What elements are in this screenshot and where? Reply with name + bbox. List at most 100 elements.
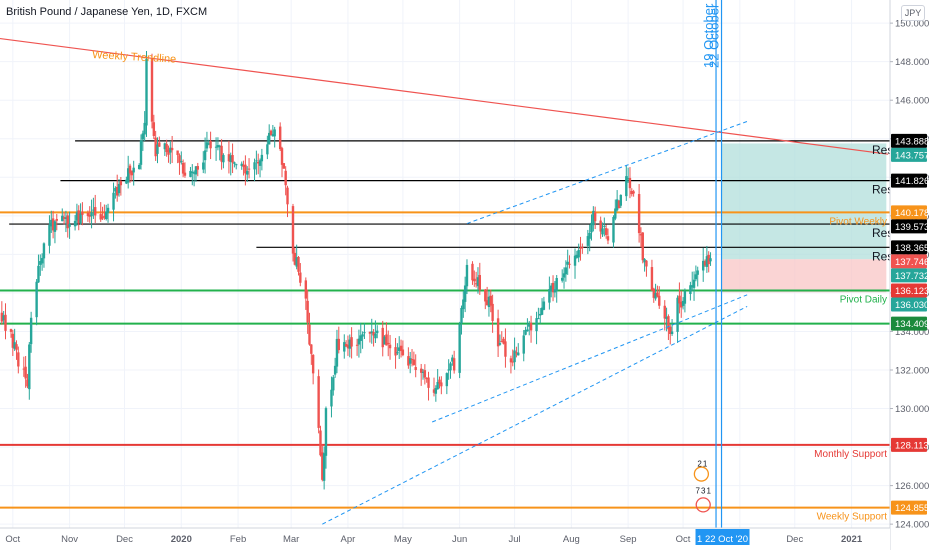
candle-body — [205, 142, 209, 149]
candle-body — [637, 194, 641, 234]
candle-body — [522, 335, 525, 354]
symbol-title: British Pound / Japanese Yen, 1D, FXCM — [6, 6, 208, 18]
price-tag-label: 143.888 — [895, 136, 929, 147]
candle-body — [419, 368, 423, 373]
drawn-lines[interactable] — [0, 37, 889, 525]
candle-body — [484, 289, 487, 302]
price-tick-label: 146.000 — [895, 96, 929, 107]
candle-body — [222, 155, 225, 163]
candle-body — [500, 341, 503, 343]
candle-body — [603, 225, 606, 227]
candle-body — [257, 162, 260, 164]
candle-body — [26, 379, 29, 387]
candle-body — [180, 161, 183, 163]
candle-body — [665, 316, 668, 319]
candle-body — [487, 296, 491, 308]
candle-body — [156, 144, 159, 154]
candle-body — [606, 236, 610, 241]
candle-body — [581, 247, 584, 249]
candle-body — [670, 331, 674, 335]
loss-zone — [721, 259, 887, 293]
candle-body — [15, 344, 18, 350]
time-tick-label: Aug — [563, 534, 580, 545]
candle-body — [77, 210, 80, 224]
candle-body — [447, 369, 450, 371]
candle-body — [645, 260, 648, 267]
candle-body — [64, 217, 68, 219]
candle-body — [293, 252, 297, 265]
candle-body — [707, 254, 710, 265]
pivot-daily-label: Pivot Daily — [840, 295, 887, 306]
currency-button[interactable]: JPY — [901, 5, 925, 21]
candle-body — [537, 318, 540, 320]
candle-body — [458, 324, 461, 373]
time-tick-label: May — [394, 534, 412, 545]
candle-body — [694, 274, 698, 280]
candle-body — [152, 122, 156, 137]
candle-body — [112, 192, 115, 210]
time-tick-label: Dec — [116, 534, 133, 545]
candle-body — [564, 267, 568, 275]
candle-body — [75, 212, 79, 221]
price-tags: 143.888 143.757 141.826 140.178 139.573 138.3… — [891, 133, 929, 515]
candle-body — [192, 172, 196, 174]
candle-body — [551, 282, 555, 293]
candle-body — [125, 179, 128, 184]
candle-body — [575, 254, 579, 258]
price-tag-box — [891, 173, 927, 188]
candle-body — [676, 297, 679, 332]
candle-body — [17, 352, 20, 367]
channel-line — [431, 294, 748, 423]
candle-body — [141, 133, 145, 140]
weekly-trendline-label: Weekly Trendline — [92, 49, 177, 66]
candle-body — [502, 338, 505, 344]
candle-body — [28, 344, 31, 390]
candle-body — [414, 367, 417, 370]
event-marker-count: 3 — [701, 486, 706, 495]
price-tag-box — [891, 500, 927, 515]
candle-body — [529, 322, 533, 331]
time-tick-label: Jul — [509, 534, 521, 545]
candle-body — [333, 365, 337, 375]
event-label: 22 October — [707, 3, 722, 68]
candle-body — [626, 178, 630, 180]
candle-body — [154, 137, 157, 157]
candle-body — [158, 142, 161, 147]
horizontal-levels[interactable] — [0, 140, 890, 509]
time-axis[interactable]: Oct Nov Dec 2020 Feb Mar Apr May Jun Jul Aug Sep Oct… — [0, 527, 890, 550]
candle-body — [639, 234, 643, 236]
position-tool[interactable] — [721, 143, 887, 293]
candle-body — [361, 334, 364, 337]
candle-body — [568, 263, 571, 265]
time-tick-label: Nov — [61, 534, 78, 545]
candle-body — [231, 155, 234, 163]
candle-body — [317, 376, 320, 428]
candle-body — [0, 312, 4, 322]
price-tag-box — [891, 268, 927, 283]
candle-body — [491, 303, 494, 321]
event-markers[interactable]: 2 17 3 1 — [693, 459, 711, 513]
candle-body — [504, 341, 507, 357]
candle-body — [432, 389, 436, 393]
candle-body — [691, 285, 694, 288]
candle-body — [183, 172, 187, 176]
candle-body — [233, 162, 236, 164]
candle-body — [255, 160, 258, 162]
event-marker-ring — [693, 466, 710, 482]
candle-body — [451, 357, 454, 362]
candle-body — [705, 256, 709, 267]
res-label: Res — [872, 226, 893, 240]
event-marker-count: 7 — [695, 486, 700, 495]
candle-body — [436, 382, 439, 390]
event-marker-count: 1 — [706, 486, 711, 495]
candle-body — [383, 336, 386, 345]
candle-body — [412, 359, 416, 365]
price-tag-box — [891, 254, 927, 269]
candle-body — [24, 366, 27, 379]
candle-body — [471, 263, 474, 281]
weekly-support-label: Weekly Support — [817, 512, 888, 523]
candle-body — [590, 222, 593, 233]
candle-body — [105, 211, 108, 220]
